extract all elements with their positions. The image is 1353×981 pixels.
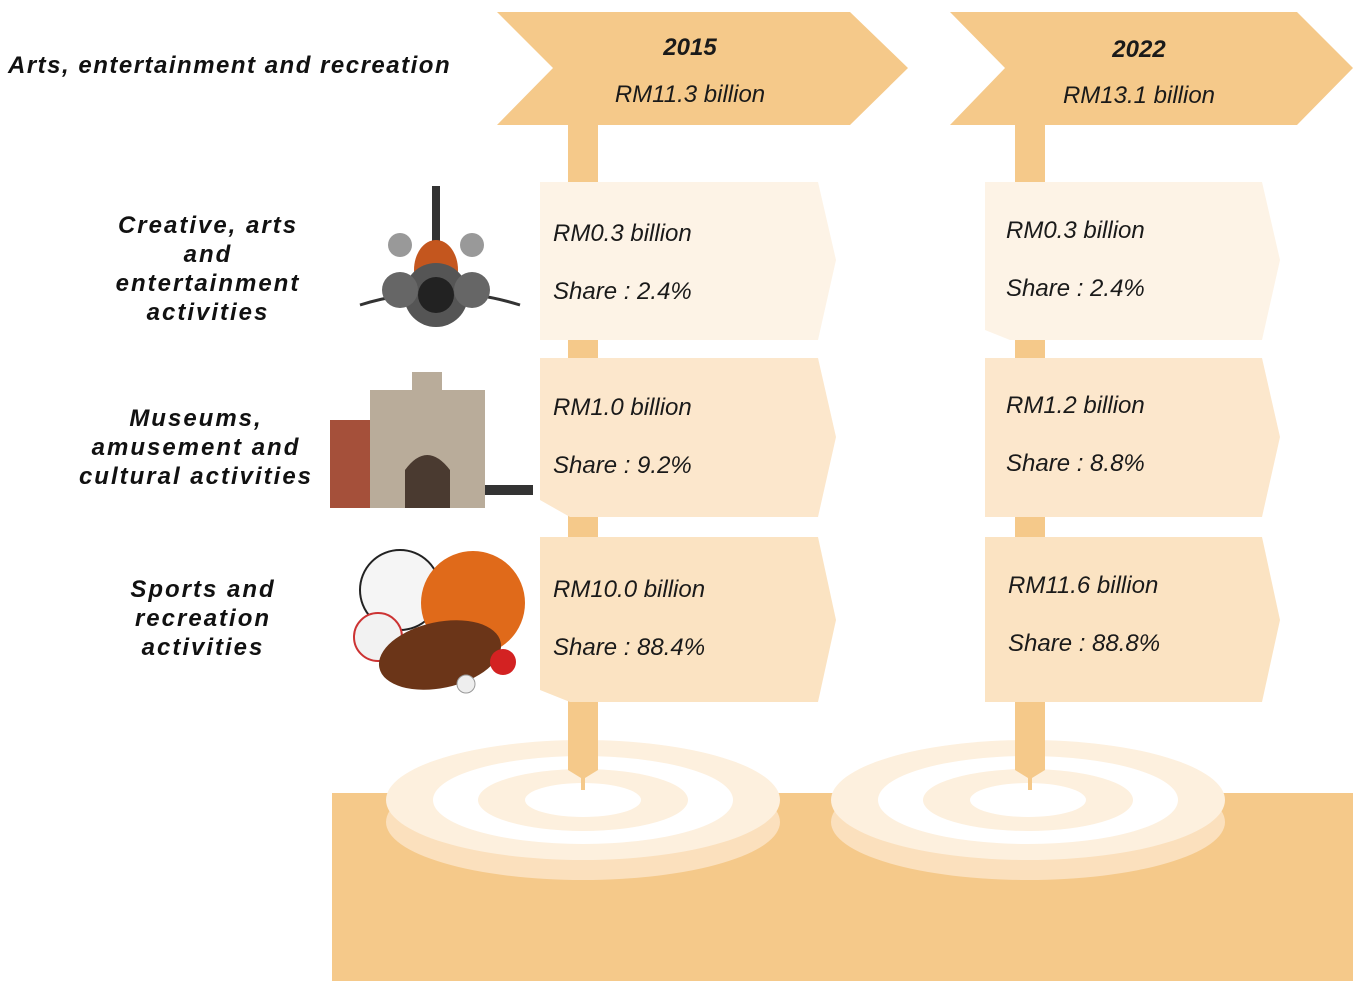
year: 2022 bbox=[1111, 36, 1166, 63]
total: RM11.3 billion bbox=[615, 81, 765, 108]
sports-icon bbox=[354, 550, 525, 700]
item-box bbox=[540, 358, 836, 517]
item-share: Share : 88.8% bbox=[1008, 630, 1160, 657]
category-label: Museums, amusement and cultural activiti… bbox=[62, 404, 330, 491]
total: RM13.1 billion bbox=[1063, 82, 1215, 109]
item-share: Share : 9.2% bbox=[553, 452, 692, 479]
item-share: Share : 8.8% bbox=[1006, 450, 1145, 477]
item-box bbox=[985, 537, 1280, 702]
item-box bbox=[540, 182, 836, 340]
item-value: RM10.0 billion bbox=[553, 576, 705, 603]
item-share: Share : 2.4% bbox=[553, 278, 692, 305]
item-value: RM0.3 billion bbox=[553, 220, 692, 247]
item-share: Share : 2.4% bbox=[1006, 275, 1145, 302]
category-label: Sports and recreation activities bbox=[108, 575, 298, 662]
year-arrow bbox=[497, 12, 908, 125]
item-share: Share : 88.4% bbox=[553, 634, 705, 661]
title: Arts, entertainment and recreation bbox=[8, 52, 451, 80]
museum-icon bbox=[330, 372, 533, 508]
infographic: 2015 RM11.3 billion 2022 RM13.1 billion … bbox=[0, 0, 1353, 981]
item-value: RM0.3 billion bbox=[1006, 217, 1145, 244]
item-value: RM11.6 billion bbox=[1008, 572, 1158, 599]
music-icon bbox=[360, 186, 520, 327]
year: 2015 bbox=[662, 34, 717, 61]
item-box bbox=[985, 182, 1280, 340]
item-value: RM1.0 billion bbox=[553, 394, 692, 421]
item-value: RM1.2 billion bbox=[1006, 392, 1145, 419]
item-box bbox=[540, 537, 836, 702]
category-label: Creative, arts and entertainment activit… bbox=[98, 211, 318, 327]
item-box bbox=[985, 358, 1280, 517]
